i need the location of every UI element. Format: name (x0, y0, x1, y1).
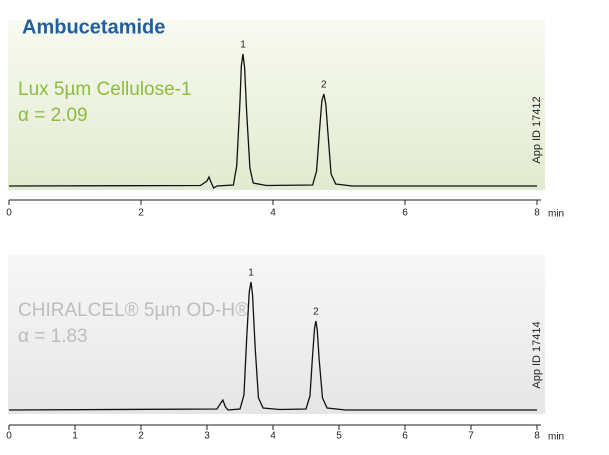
x-tick-label: 0 (6, 208, 12, 219)
plot-background (8, 255, 545, 414)
x-tick-label: 2 (138, 431, 144, 442)
annotation: α = 1.83 (18, 326, 88, 347)
x-tick-label: 8 (534, 208, 540, 219)
x-tick-label: 0 (6, 431, 12, 442)
x-tick-label: 6 (402, 431, 408, 442)
x-tick-label: 7 (468, 431, 474, 442)
peak-label: 1 (248, 268, 254, 279)
trace (8, 53, 537, 189)
plot-background (8, 20, 545, 190)
x-tick-label: 5 (336, 431, 342, 442)
annotation: α = 2.09 (18, 105, 88, 126)
annotation: CHIRALCEL® 5µm OD-H® (18, 300, 249, 321)
x-axis-label: min (548, 209, 564, 220)
trace (8, 281, 537, 411)
x-tick-label: 4 (270, 431, 276, 442)
x-tick-label: 4 (270, 208, 276, 219)
x-tick-label: 2 (138, 208, 144, 219)
peak-label: 2 (321, 80, 327, 91)
x-tick-label: 6 (402, 208, 408, 219)
chart-title: Ambucetamide (22, 16, 165, 38)
annotation: Lux 5µm Cellulose-1 (18, 79, 192, 100)
x-axis-label: min (548, 432, 564, 443)
side-label: App ID 17414 (531, 321, 543, 388)
x-tick-label: 3 (204, 431, 210, 442)
peak-label: 1 (240, 40, 246, 51)
peak-label: 2 (313, 307, 319, 318)
x-tick-label: 1 (72, 431, 78, 442)
side-label: App ID 17412 (531, 96, 543, 163)
x-tick-label: 8 (534, 431, 540, 442)
